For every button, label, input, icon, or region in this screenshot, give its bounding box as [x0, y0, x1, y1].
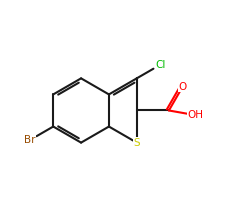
Text: Cl: Cl [155, 60, 166, 70]
Text: O: O [178, 82, 187, 92]
Text: Br: Br [24, 135, 35, 145]
Text: OH: OH [188, 110, 204, 120]
Text: S: S [133, 138, 140, 148]
